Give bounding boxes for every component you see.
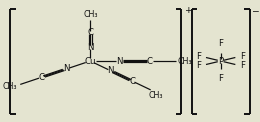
Text: Cu: Cu bbox=[84, 56, 96, 66]
Text: CH₃: CH₃ bbox=[3, 82, 17, 91]
Text: N: N bbox=[87, 43, 94, 52]
Text: F: F bbox=[196, 61, 201, 70]
Text: CH₃: CH₃ bbox=[148, 91, 162, 100]
Text: N: N bbox=[116, 56, 122, 66]
Text: F: F bbox=[240, 52, 245, 61]
Text: C: C bbox=[87, 28, 93, 37]
Text: N: N bbox=[63, 64, 70, 73]
Text: −: − bbox=[251, 6, 259, 15]
Text: +: + bbox=[184, 6, 192, 15]
Text: F: F bbox=[240, 61, 245, 70]
Text: C: C bbox=[147, 56, 153, 66]
Text: CH₃: CH₃ bbox=[83, 10, 98, 19]
Text: CH₃: CH₃ bbox=[178, 56, 192, 66]
Text: F: F bbox=[196, 52, 201, 61]
Text: C: C bbox=[38, 73, 44, 82]
Text: F: F bbox=[218, 74, 223, 83]
Text: N: N bbox=[108, 66, 114, 75]
Text: P: P bbox=[218, 56, 223, 66]
Text: F: F bbox=[218, 39, 223, 48]
Text: C: C bbox=[129, 77, 135, 86]
